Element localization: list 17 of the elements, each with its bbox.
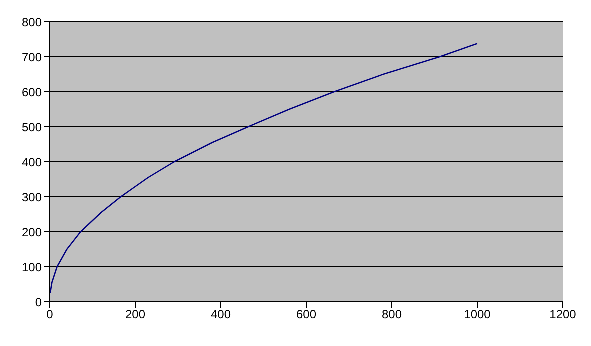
y-tick-label: 0 xyxy=(35,295,42,310)
x-tick-label: 400 xyxy=(210,308,232,322)
x-tick-label: 0 xyxy=(46,308,54,322)
y-tick-label: 500 xyxy=(22,120,42,134)
y-tick-label: 100 xyxy=(22,260,42,274)
x-tick-label: 600 xyxy=(296,308,317,322)
y-tick-label: 800 xyxy=(22,15,42,30)
x-tick-label: 800 xyxy=(382,308,402,322)
y-tick-label: 200 xyxy=(22,225,42,240)
x-tick-label: 1200 xyxy=(550,308,577,322)
x-tick-label: 200 xyxy=(125,308,146,322)
line-series xyxy=(50,43,478,294)
x-tick-label: 1000 xyxy=(464,308,492,322)
y-tick-label: 600 xyxy=(22,85,42,100)
y-tick-label: 700 xyxy=(22,50,42,64)
y-tick-label: 300 xyxy=(22,190,42,204)
y-tick-label: 400 xyxy=(22,155,42,170)
